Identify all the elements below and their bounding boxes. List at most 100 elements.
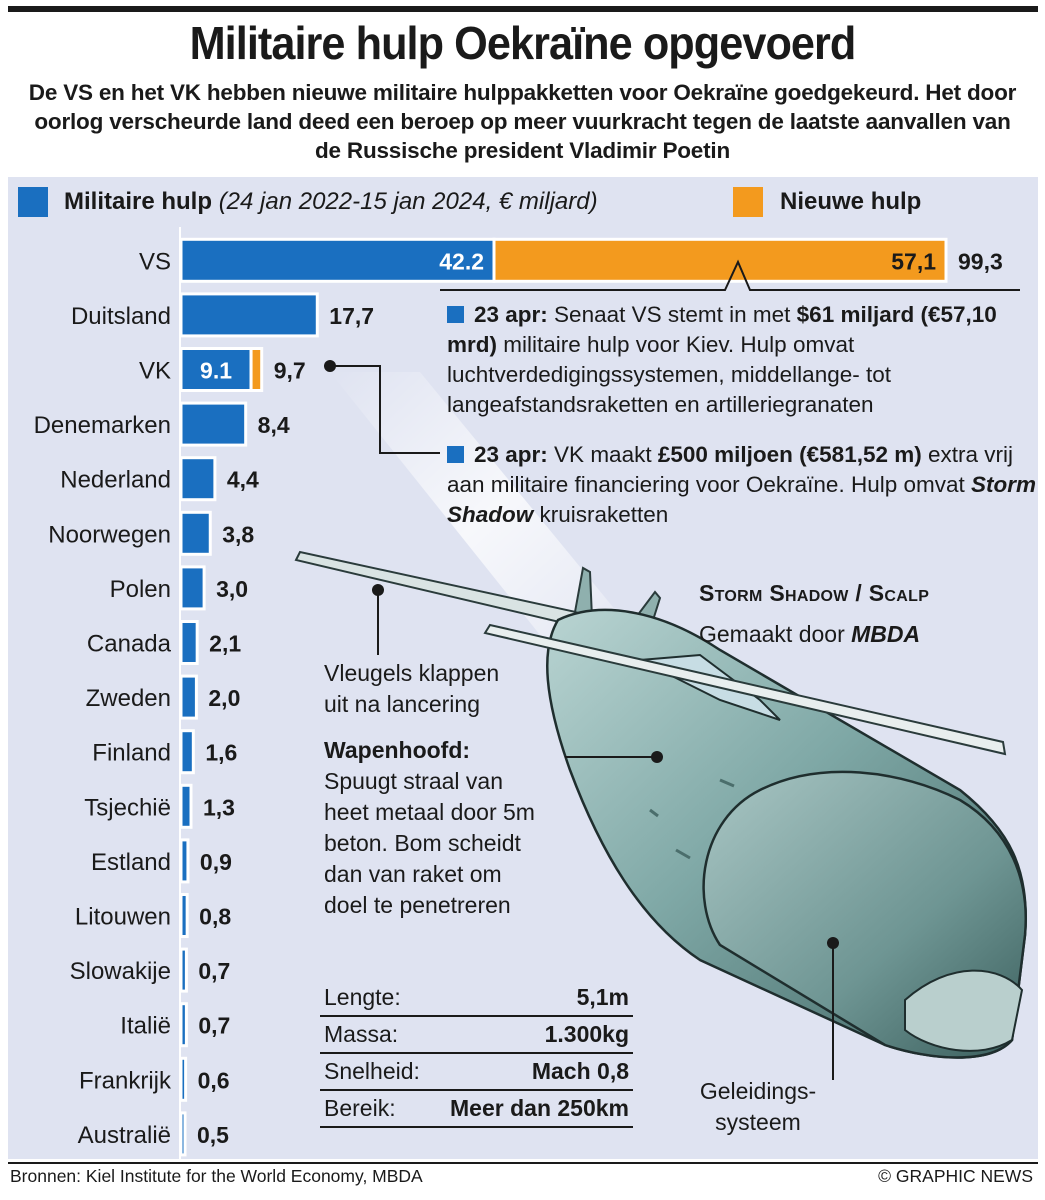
top-rule [8, 6, 1038, 12]
bar-total-label: 0,5 [197, 1122, 229, 1148]
bar-total-label: 0,8 [199, 904, 231, 930]
spec-value: 1.300kg [544, 1021, 629, 1047]
bar-total-label: 17,7 [329, 303, 374, 329]
near-wing [483, 623, 1007, 756]
bar-existing [179, 783, 193, 829]
annotation-bullet [447, 446, 464, 463]
page-subtitle: De VS en het VK hebben nieuwe militaire … [28, 80, 1017, 163]
annotation-bullet [447, 306, 464, 323]
annotation-text: Storm Shadow [447, 472, 1037, 527]
guidance-callout-dot [827, 937, 839, 949]
specs-table: Lengte: 5,1m Massa: 1.300kg Snelheid: Mach 0,… [320, 980, 633, 1128]
category-label: Denemarken [34, 412, 171, 439]
panel-mark-1 [719, 778, 735, 788]
category-label: Nederland [60, 467, 171, 494]
annotation-us: 23 apr: Senaat VS stemt in met $61 milja… [447, 300, 1042, 420]
annotation-text: militaire hulp voor Kiev. Hulp omvat luc… [447, 332, 891, 417]
spec-row: Snelheid: Mach 0,8 [320, 1054, 633, 1091]
annotation-text: extra vrij aan militaire financiering vo… [447, 442, 1014, 497]
bar-existing [179, 674, 198, 720]
highlight-beam [330, 372, 640, 660]
annotation-date: 23 apr: [474, 302, 548, 327]
bar-total-label: 3,8 [222, 521, 254, 547]
category-label: Italië [120, 1013, 171, 1040]
category-label: VS [139, 248, 171, 275]
warhead-text: Spuugt straal van heet metaal door 5m be… [324, 768, 535, 918]
bar-existing [179, 1056, 188, 1102]
annotation-text: VK maakt [547, 442, 658, 467]
bar-total-label: 1,3 [203, 794, 235, 820]
panel-mark-2 [675, 848, 691, 860]
bar-existing [179, 401, 248, 447]
bar-total-label: 9,7 [274, 358, 306, 384]
wing-callout-dot [372, 584, 384, 596]
category-label: Frankrijk [79, 1067, 172, 1094]
annotation-text: £500 miljoen (€581,52 m) [657, 442, 922, 467]
bar-total-label: 2,1 [209, 631, 241, 657]
page-title: Militaire hulp Oekraïne opgevoerd [189, 17, 857, 69]
panel-mark-3 [649, 808, 659, 818]
source-note: Bronnen: Kiel Institute for the World Ec… [10, 1166, 423, 1186]
legend-existing-note: (24 jan 2022-15 jan 2024, € miljard) [218, 188, 598, 215]
spec-label: Snelheid: [324, 1058, 420, 1084]
missile-maker: Gemaakt door MBDA [699, 621, 920, 648]
spec-row: Lengte: 5,1m [320, 980, 633, 1017]
missile-maker-name: MBDA [851, 621, 921, 647]
warhead-title: Wapenhoofd: [324, 737, 471, 763]
bar-inner-label-new: 57,1 [891, 248, 936, 274]
category-label: Duitsland [71, 303, 171, 330]
bar-existing [179, 510, 212, 556]
bar-total-label: 1,6 [205, 740, 237, 766]
legend-item-existing: Militaire hulp (24 jan 2022-15 jan 2024,… [64, 188, 598, 216]
spec-label: Massa: [324, 1021, 399, 1047]
bar-existing [179, 1002, 188, 1048]
bar-total-label: 0,6 [198, 1067, 230, 1093]
spec-value: Mach 0,8 [531, 1058, 629, 1084]
bar-inner-label: 42.2 [439, 248, 484, 274]
bar-total-label: 3,0 [216, 576, 248, 602]
bar-total-label: 0,9 [200, 849, 232, 875]
category-label: Zweden [86, 685, 171, 712]
spec-label: Lengte: [324, 984, 401, 1010]
annotation-text: Senaat VS stemt in met [547, 302, 797, 327]
annotation-date: 23 apr: [474, 442, 548, 467]
footer-rule [8, 1162, 1038, 1164]
category-label: Estland [91, 849, 171, 876]
category-label: Australië [78, 1122, 171, 1149]
bar-total-label: 2,0 [208, 685, 240, 711]
bar-existing [179, 456, 217, 502]
category-label: Canada [87, 631, 172, 658]
nose-tip [904, 969, 1024, 1052]
bar-new [249, 347, 264, 392]
bar-existing [179, 565, 206, 611]
bar-existing [179, 893, 189, 938]
credit: © GRAPHIC NEWS [878, 1166, 1033, 1186]
bar-inner-label: 9.1 [200, 358, 232, 384]
category-label: Tsjechië [84, 794, 171, 821]
bar-existing [179, 620, 199, 665]
annotation-text: $61 miljard (€57,10 mrd) [447, 302, 997, 357]
spec-value: Meer dan 250km [450, 1095, 629, 1121]
bar-existing [179, 292, 319, 338]
bar-total-label: 99,3 [958, 248, 1003, 274]
category-label: Finland [92, 740, 171, 767]
bar-existing [179, 729, 195, 775]
warhead-callout: Wapenhoofd: Spuugt straal van heet metaa… [324, 735, 544, 921]
bar-existing [179, 947, 188, 993]
legend-new-label: Nieuwe hulp [780, 188, 922, 215]
vs-connector-line [440, 259, 1020, 291]
missile-maker-prefix: Gemaakt door [699, 621, 852, 647]
bar-total-label: 8,4 [258, 412, 290, 438]
bar-existing [179, 1111, 187, 1157]
legend-swatch-new [733, 187, 763, 217]
vk-connector-dot [324, 360, 336, 372]
category-label: Litouwen [75, 904, 171, 931]
annotation-text: kruisraketten [533, 502, 669, 527]
bar-new [492, 237, 948, 283]
category-label: VK [139, 358, 171, 385]
spec-row: Bereik: Meer dan 250km [320, 1091, 633, 1128]
missile-illustration [294, 372, 1027, 1080]
vk-connector-line [330, 365, 440, 454]
legend-swatch-existing [18, 187, 48, 217]
